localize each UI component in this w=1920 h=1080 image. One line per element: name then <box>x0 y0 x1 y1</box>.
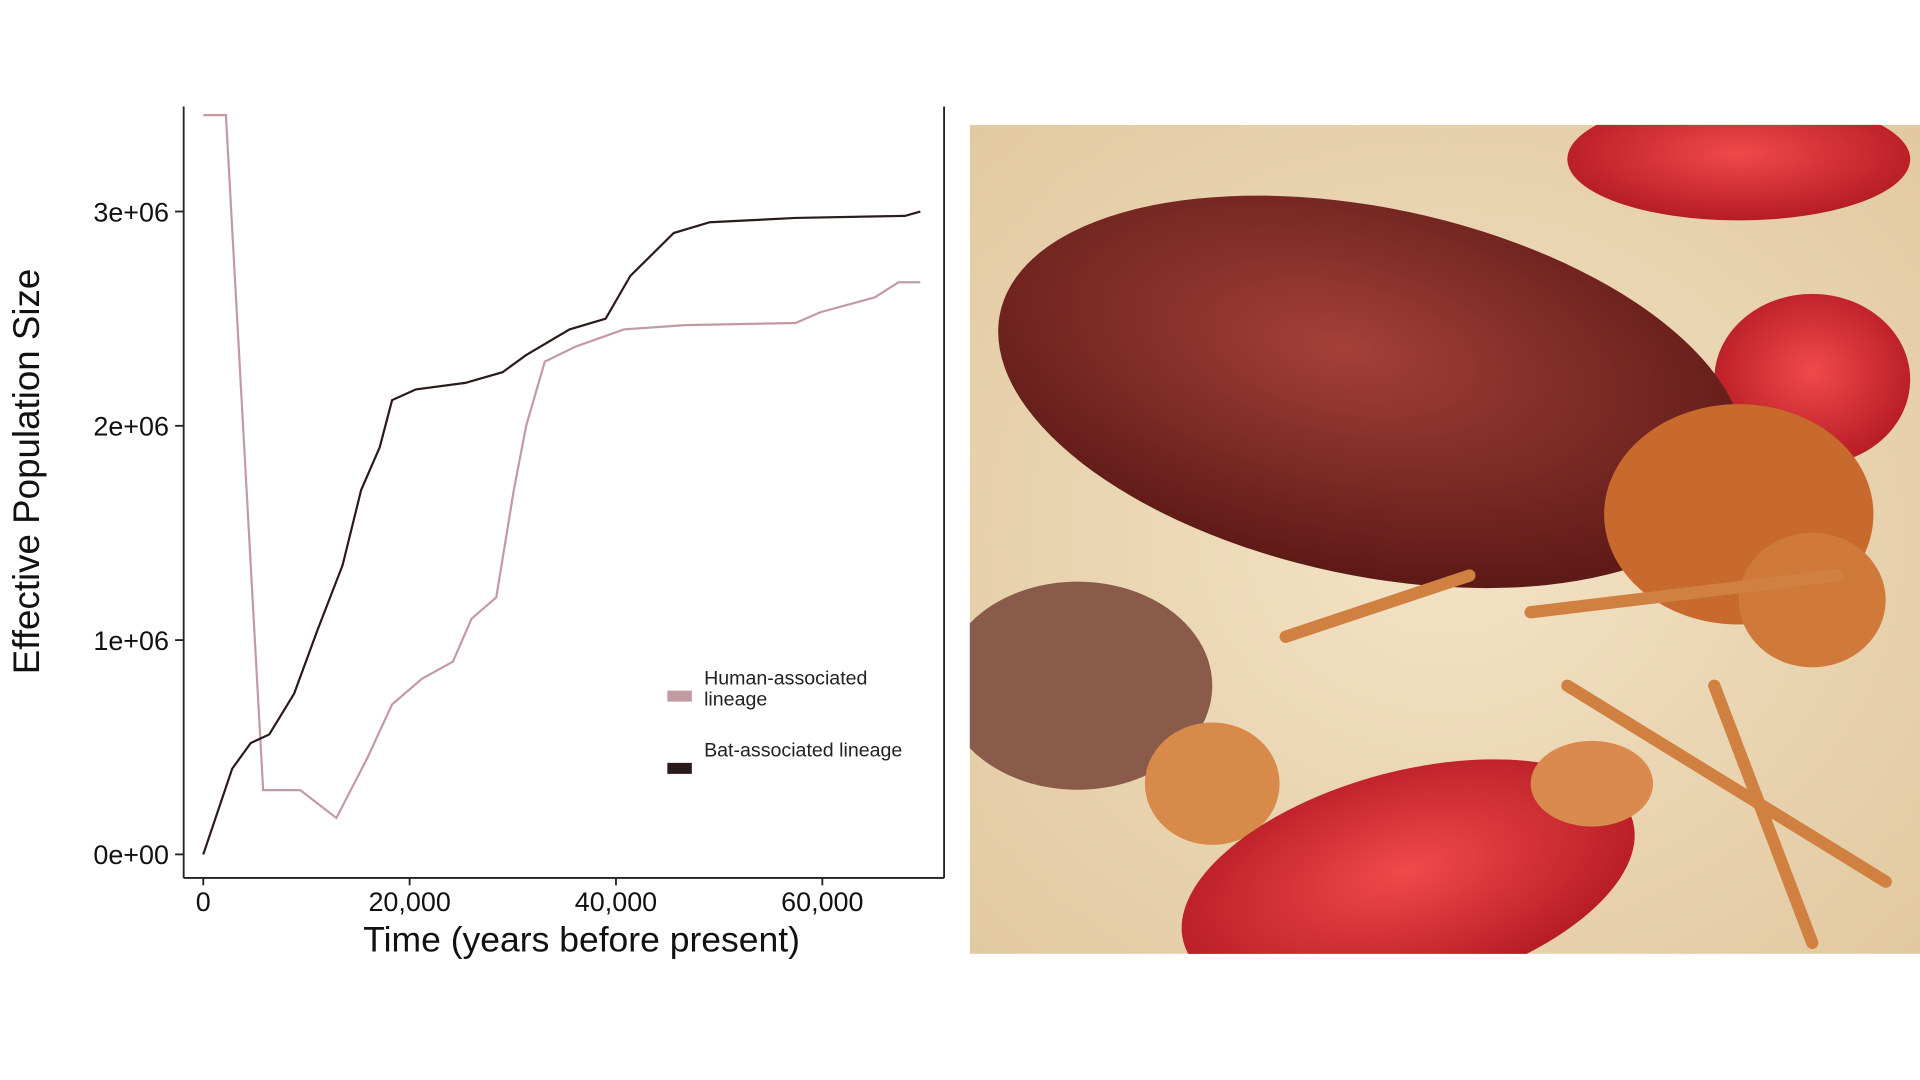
y-tick-label: 2e+06 <box>93 412 169 442</box>
series-line <box>202 210 921 855</box>
photo <box>969 124 1920 954</box>
y-tick-label: 0e+00 <box>93 840 169 870</box>
legend-label: Bat-associated lineage <box>704 740 903 762</box>
legend-label: Human-associated lineage <box>704 668 868 711</box>
legend-entry: Human-associated lineage <box>704 668 868 711</box>
x-tick-label: 40,000 <box>575 887 657 917</box>
y-axis-label: Effective Population Size <box>6 269 47 675</box>
chart: Effective Population Size Time (years be… <box>6 106 945 959</box>
y-tick-label: 3e+06 <box>93 197 169 227</box>
y-tick-label: 1e+06 <box>93 626 169 656</box>
series-line <box>203 114 921 820</box>
legend-swatch <box>667 690 692 702</box>
legend-entry: Bat-associated lineage <box>704 740 903 762</box>
x-tick-label: 0 <box>196 887 211 917</box>
x-axis-label: Time (years before present) <box>363 919 800 959</box>
legend-swatch <box>667 762 692 774</box>
x-tick-label: 60,000 <box>781 887 863 917</box>
x-tick-label: 20,000 <box>368 887 450 917</box>
